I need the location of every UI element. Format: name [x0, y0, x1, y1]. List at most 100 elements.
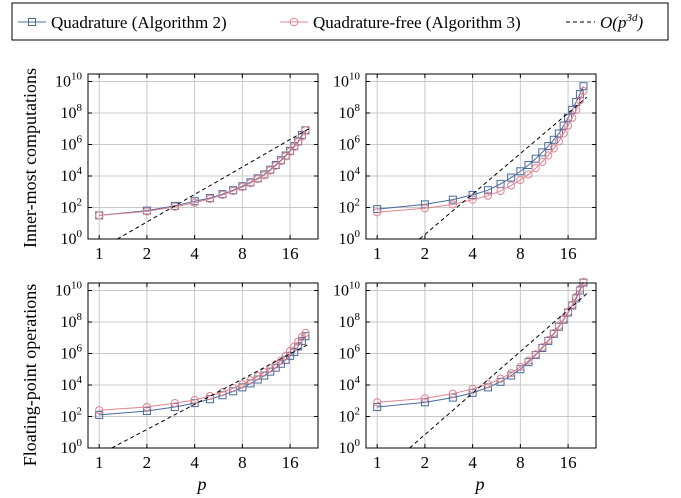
- data-point-quadrature-free: [281, 152, 290, 161]
- data-point-quadrature-free: [507, 181, 516, 190]
- data-point-quadrature-free: [301, 328, 310, 338]
- data-point-quadrature: [516, 167, 525, 176]
- y-tick-label-exponent: 0: [77, 437, 83, 449]
- panel-frame: [87, 282, 319, 449]
- y-tick-label-base: 10: [333, 283, 349, 300]
- y-tick-label-base: 10: [339, 137, 355, 154]
- series-line-quadrature-free: [99, 130, 306, 216]
- legend-marker-square: [28, 18, 36, 26]
- series-line-quadrature: [377, 282, 584, 408]
- y-tick-label-exponent: 8: [355, 311, 361, 323]
- x-tick-label: 8: [238, 244, 247, 263]
- series-line-quadrature-free: [377, 281, 584, 403]
- data-point-quadrature-free: [260, 171, 269, 180]
- x-tick-label: 1: [95, 453, 104, 472]
- data-point-quadrature: [554, 129, 563, 138]
- y-tick-label-exponent: 6: [77, 343, 83, 355]
- x-tick-label: 16: [560, 244, 577, 263]
- y-tick-label-base: 10: [339, 200, 355, 217]
- x-tick-label: 16: [560, 453, 577, 472]
- y-tick-label: 100: [61, 437, 83, 457]
- y-tick-label: 108: [339, 311, 361, 331]
- data-point-quadrature-free: [190, 198, 199, 207]
- data-point-quadrature-free: [238, 182, 247, 192]
- data-point-quadrature-free: [246, 178, 255, 188]
- data-point-quadrature-free: [448, 389, 457, 398]
- data-point-quadrature-free: [285, 147, 295, 156]
- x-tick-label: 1: [373, 453, 382, 472]
- data-point-quadrature-free: [468, 384, 477, 394]
- y-tick-label-exponent: 8: [77, 311, 83, 323]
- y-tick-label-base: 10: [339, 377, 355, 394]
- y-tick-label: 100: [61, 228, 83, 248]
- y-tick-label-base: 10: [61, 346, 77, 363]
- legend-label-order: O(p3d): [600, 12, 643, 32]
- data-point-quadrature-free: [496, 186, 505, 196]
- series-line-order: [419, 96, 588, 239]
- y-tick-label: 108: [61, 311, 83, 331]
- x-tick-label: 1: [373, 244, 382, 263]
- legend-label-quadrature: Quadrature (Algorithm 2): [51, 13, 227, 32]
- data-point-quadrature-free: [507, 369, 516, 378]
- y-tick-label-base: 10: [339, 409, 355, 426]
- data-point-quadrature-free: [238, 380, 247, 389]
- row-label-flops: Floating-point operations: [20, 284, 40, 466]
- y-tick-label: 100: [339, 228, 361, 248]
- series-line-order: [117, 128, 310, 239]
- y-tick-label: 102: [61, 197, 83, 217]
- legend-label-order-sup: 3d: [625, 12, 638, 24]
- data-point-quadrature-free: [575, 284, 585, 294]
- y-tick-label-exponent: 6: [355, 134, 361, 146]
- data-point-quadrature-free: [516, 175, 525, 185]
- y-tick-label-base: 10: [339, 346, 355, 363]
- y-tick-label-base: 10: [333, 74, 349, 91]
- data-point-quadrature: [549, 135, 558, 144]
- data-point-quadrature-free: [95, 406, 104, 415]
- data-point-quadrature-free: [544, 336, 553, 345]
- series-line-order: [409, 293, 588, 448]
- data-point-quadrature: [468, 190, 477, 199]
- y-tick-label-base: 10: [61, 168, 77, 185]
- data-point-quadrature-free: [253, 372, 262, 381]
- y-tick-label: 106: [61, 343, 83, 363]
- data-point-quadrature-free: [568, 300, 577, 309]
- y-tick-label: 106: [339, 134, 361, 154]
- legend-label-order-close: ): [636, 13, 643, 32]
- data-point-quadrature-free: [496, 374, 505, 383]
- y-tick-label: 108: [339, 102, 361, 122]
- legend: Quadrature (Algorithm 2) Quadrature-free…: [11, 2, 669, 41]
- data-point-quadrature-free: [559, 129, 568, 138]
- series-line-quadrature: [377, 86, 584, 210]
- legend-entry-quadrature-free: Quadrature-free (Algorithm 3): [280, 13, 521, 32]
- y-tick-label-exponent: 2: [355, 406, 361, 418]
- data-point-quadrature-free: [538, 343, 547, 352]
- y-tick-label: 1010: [333, 280, 361, 300]
- legend-label-quadrature-free: Quadrature-free (Algorithm 3): [313, 13, 521, 32]
- x-tick-label: 4: [190, 453, 199, 472]
- data-point-quadrature-free: [531, 350, 540, 359]
- data-point-quadrature-free: [266, 166, 275, 175]
- data-point-quadrature-free: [483, 380, 493, 389]
- y-tick-label-base: 10: [61, 314, 77, 331]
- y-tick-label-base: 10: [339, 314, 355, 331]
- row-label-inner-most: Inner-most computations: [20, 68, 40, 248]
- data-point-quadrature-free: [516, 362, 525, 371]
- data-point-quadrature-free: [524, 170, 533, 179]
- data-point-quadrature-free: [524, 356, 533, 365]
- y-tick-label-base: 10: [339, 440, 355, 457]
- data-point-quadrature: [373, 403, 382, 412]
- y-tick-label: 100: [339, 437, 361, 457]
- y-tick-label-exponent: 0: [77, 228, 83, 240]
- data-point-quadrature: [544, 142, 553, 151]
- panel-frame: [365, 73, 597, 240]
- data-point-quadrature-free: [554, 321, 563, 331]
- data-point-quadrature: [448, 195, 457, 204]
- data-point-quadrature-free: [294, 138, 303, 147]
- y-tick-label-exponent: 10: [349, 280, 361, 292]
- y-tick-label: 106: [61, 134, 83, 154]
- y-tick-label-base: 10: [55, 74, 71, 91]
